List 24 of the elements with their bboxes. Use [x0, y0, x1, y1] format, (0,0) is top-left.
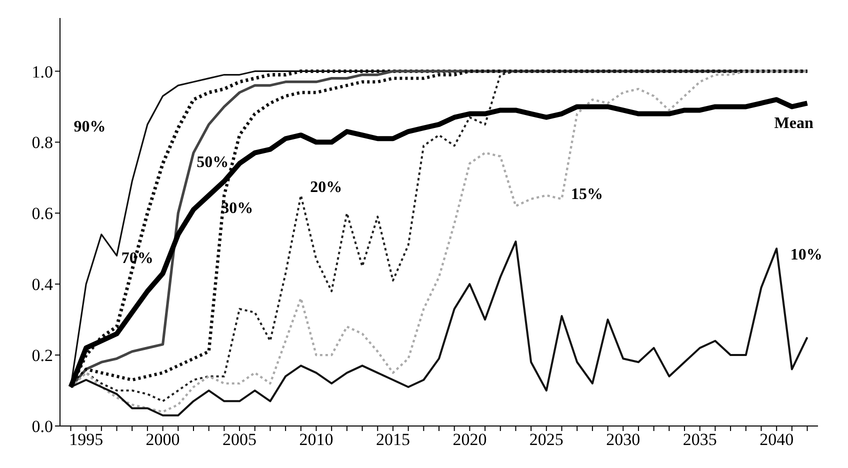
series-label: Mean: [774, 114, 814, 132]
y-tick-label: 1.0: [32, 62, 53, 82]
series-label: 20%: [310, 178, 342, 196]
text: 90%: [74, 118, 106, 136]
y-tick-label: 0.4: [32, 275, 54, 294]
y-tick-label: 0.0: [32, 417, 53, 436]
x-tick-label: 2005: [222, 430, 257, 450]
y-tick-label: 0.2: [32, 346, 53, 366]
x-tick-label: 2030: [606, 430, 640, 450]
x-tick-label: 2015: [376, 430, 410, 450]
x-tick-label: 2010: [299, 430, 334, 450]
x-tick-label: 2035: [682, 430, 717, 450]
x-tick-label: 2020: [452, 430, 487, 450]
x-tick-label: 2025: [529, 430, 564, 450]
y-tick-label: 0.6: [32, 204, 53, 224]
series-label: 70%: [121, 250, 154, 267]
series-label: 30%: [221, 200, 254, 218]
x-tick-label: 1995: [69, 430, 104, 450]
series-label: 10%: [790, 246, 822, 264]
series-label: 50%: [196, 154, 229, 172]
x-tick-label: 2040: [760, 430, 794, 450]
x-tick-label: 2000: [146, 430, 180, 450]
y-tick-label: 0.8: [32, 133, 53, 152]
series-label: 15%: [570, 186, 603, 203]
